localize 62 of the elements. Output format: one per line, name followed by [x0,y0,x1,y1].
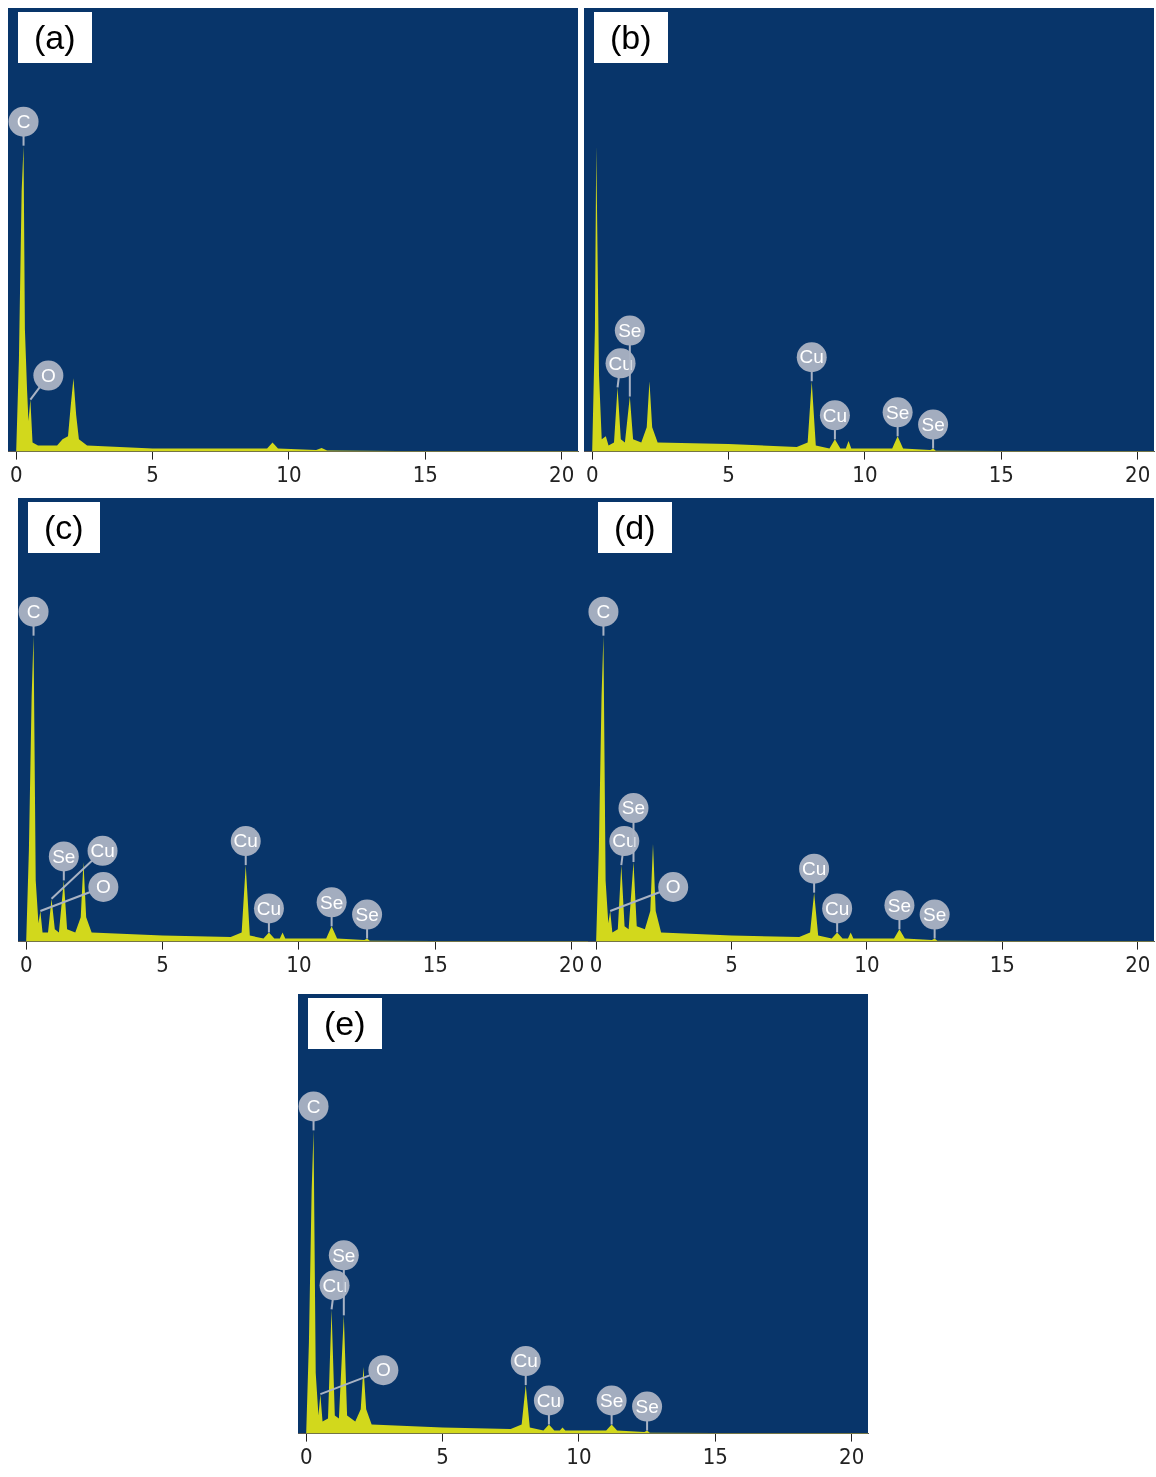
x-tick-label: 20 [549,461,575,487]
annotation: Cu [513,1350,538,1372]
chart-title: (a) [18,12,92,63]
annotation: Cu [536,1389,562,1411]
x-tick-label: 10 [852,461,878,487]
annotation: O [375,1359,391,1381]
annotation: Cu [322,1274,347,1296]
x-tick-label: 20 [1125,461,1151,487]
annotation: Cu [825,897,850,919]
x-tick-label: 0 [9,461,23,487]
chart-title: (b) [594,12,668,63]
annotation: C [596,600,611,622]
x-tick-label: 15 [702,1443,728,1469]
annotation: Cu [256,897,282,919]
annotation: Se [635,1395,659,1417]
x-tick-label: 10 [566,1443,592,1469]
x-tick-label: 15 [989,951,1015,977]
annotation: Se [320,891,344,913]
annotation: Cu [822,404,848,426]
x-tick-label: 5 [146,461,159,487]
x-tick-label: 10 [286,951,312,977]
annotation: Cu [90,840,115,861]
x-tick-label: 0 [19,951,33,977]
annotation: C [26,600,41,622]
annotation: Cu [608,352,633,374]
x-tick-label: 5 [725,951,738,977]
x-tick-label: 20 [839,1443,865,1469]
annotation: Se [355,903,379,925]
annotation: Se [332,1244,356,1266]
annotation: O [40,364,56,386]
annotation: Se [621,797,646,819]
x-tick-label: 15 [988,461,1014,487]
x-tick-label: 10 [276,461,302,487]
annotation: Se [52,845,76,867]
annotation: O [95,876,111,898]
x-tick-label: 0 [299,1443,313,1469]
annotation: Cu [799,346,824,368]
annotation: C [306,1095,321,1117]
annotation: Se [600,1389,624,1411]
annotation: Cu [233,830,258,852]
annotation: Se [887,894,912,916]
x-tick-label: 0 [585,461,599,487]
chart-title: (e) [308,998,382,1049]
annotation: C [16,110,31,132]
annotation: Se [618,319,642,341]
annotation: Se [921,413,945,435]
x-tick-label: 5 [722,461,735,487]
annotation: Cu [612,830,637,852]
annotation: Cu [801,857,827,879]
x-tick-label: 10 [854,951,880,977]
annotation: O [665,876,681,898]
x-tick-label: 5 [436,1443,449,1469]
chart-title: (c) [28,502,100,553]
annotation: Se [923,903,947,925]
x-tick-label: 15 [412,461,438,487]
chart-title: (d) [598,502,672,553]
x-tick-label: 20 [559,951,585,977]
x-tick-label: 15 [422,951,448,977]
x-tick-label: 20 [1125,951,1151,977]
x-tick-label: 5 [156,951,169,977]
x-tick-label: 0 [589,951,603,977]
annotation: Se [886,401,910,423]
